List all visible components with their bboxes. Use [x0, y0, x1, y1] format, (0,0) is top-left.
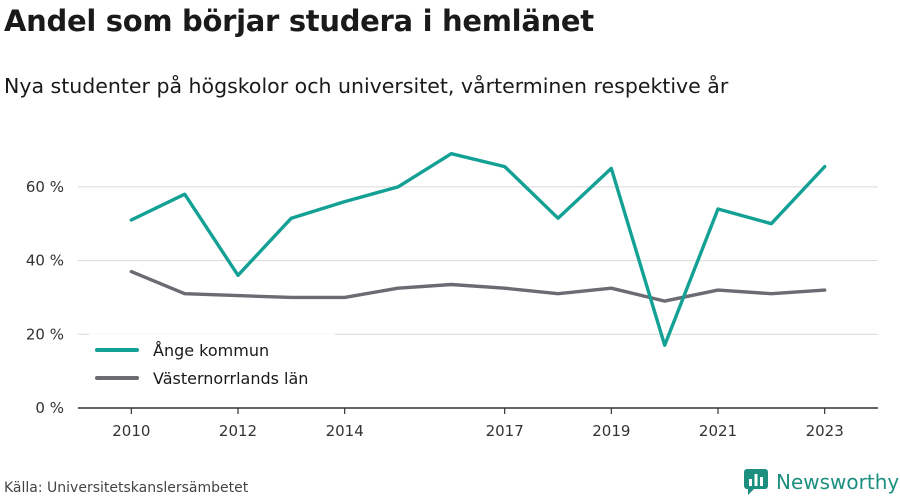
newsworthy-logo-icon: [744, 469, 768, 495]
series-line-1: [129, 151, 827, 347]
chart-title: Andel som börjar studera i hemlänet: [4, 4, 594, 38]
y-tick-label: 0 %: [35, 399, 64, 417]
chart-subtitle: Nya studenter på högskolor och universit…: [4, 74, 729, 98]
x-tick-label: 2012: [219, 422, 257, 440]
brand[interactable]: Newsworthy: [744, 469, 899, 495]
x-tick-label: 2023: [806, 422, 844, 440]
x-tick-label: 2021: [699, 422, 737, 440]
x-tick-label: 2014: [326, 422, 364, 440]
legend-label: Ånge kommun: [153, 341, 269, 360]
source-note: Källa: Universitetskanslersämbetet: [4, 480, 249, 496]
legend-background: [89, 334, 335, 392]
y-tick-label: 40 %: [26, 252, 64, 270]
brand-name: Newsworthy: [776, 470, 900, 494]
line-chart: 0 % 20 % 40 % 60 % 2010 2012 2014 2017 2019 2021 2…: [26, 151, 878, 440]
x-tick-label: 2017: [486, 422, 524, 440]
series-line-2: [129, 269, 827, 303]
y-tick-label: 20 %: [26, 325, 64, 343]
legend-label: Västernorrlands län: [153, 369, 308, 388]
y-tick-label: 60 %: [26, 178, 64, 196]
x-tick-label: 2019: [592, 422, 630, 440]
x-tick-label: 2010: [112, 422, 150, 440]
